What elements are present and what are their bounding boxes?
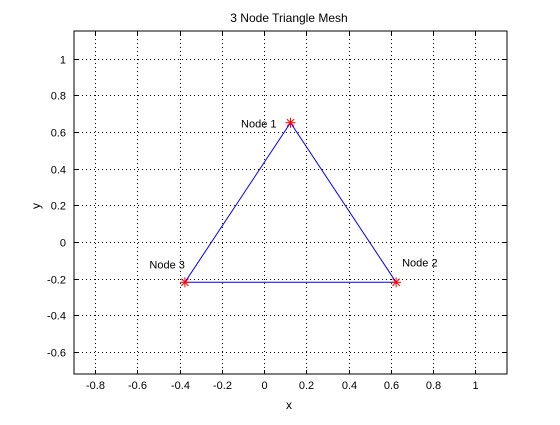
x-tick-label: 0.6: [384, 380, 399, 392]
x-axis-label: x: [286, 398, 292, 412]
x-tick-label: 0.2: [299, 380, 314, 392]
node-labels: Node 1 Node 2 Node 3: [149, 119, 437, 272]
y-axis-label: y: [29, 203, 43, 209]
y-tick-label: 0.2: [51, 201, 66, 213]
x-tick-label: 1: [472, 380, 478, 392]
y-tick-label: 1: [60, 55, 66, 67]
mesh-edges: [184, 122, 397, 283]
y-tick-label: 0.4: [51, 165, 66, 177]
grid-lines: [74, 31, 507, 374]
node-markers: [179, 117, 402, 288]
node-label-2: Node 2: [402, 257, 437, 269]
node-label-1: Node 1: [241, 119, 276, 131]
x-tick-label: 0.8: [426, 380, 441, 392]
axis-ticks: -0.8 -0.6 -0.4 -0.2 0 0.2 0.4 0.6 0.8 1 -0.6 -0.4 -0…: [47, 31, 507, 392]
chart-title: 3 Node Triangle Mesh: [230, 11, 347, 25]
x-tick-label: -0.4: [171, 380, 190, 392]
plot-area: [74, 31, 507, 374]
mesh-edge: [290, 122, 397, 283]
node-marker-3: [179, 277, 190, 288]
y-tick-label: 0.8: [51, 91, 66, 103]
node-marker-1: [285, 117, 296, 128]
x-tick-label: -0.6: [128, 380, 147, 392]
axes-box: [73, 30, 508, 375]
y-tick-label: -0.6: [47, 348, 66, 360]
x-tick-label: -0.8: [86, 380, 105, 392]
node-label-3: Node 3: [149, 259, 184, 271]
x-tick-label: 0: [261, 380, 267, 392]
y-tick-label: 0: [60, 238, 66, 250]
y-tick-label: -0.4: [47, 311, 66, 323]
node-marker-2: [391, 277, 402, 288]
x-tick-label: -0.2: [213, 380, 232, 392]
y-tick-label: -0.2: [47, 275, 66, 287]
mesh-edge: [184, 122, 291, 283]
y-tick-label: 0.6: [51, 128, 66, 140]
x-tick-label: 0.4: [342, 380, 357, 392]
